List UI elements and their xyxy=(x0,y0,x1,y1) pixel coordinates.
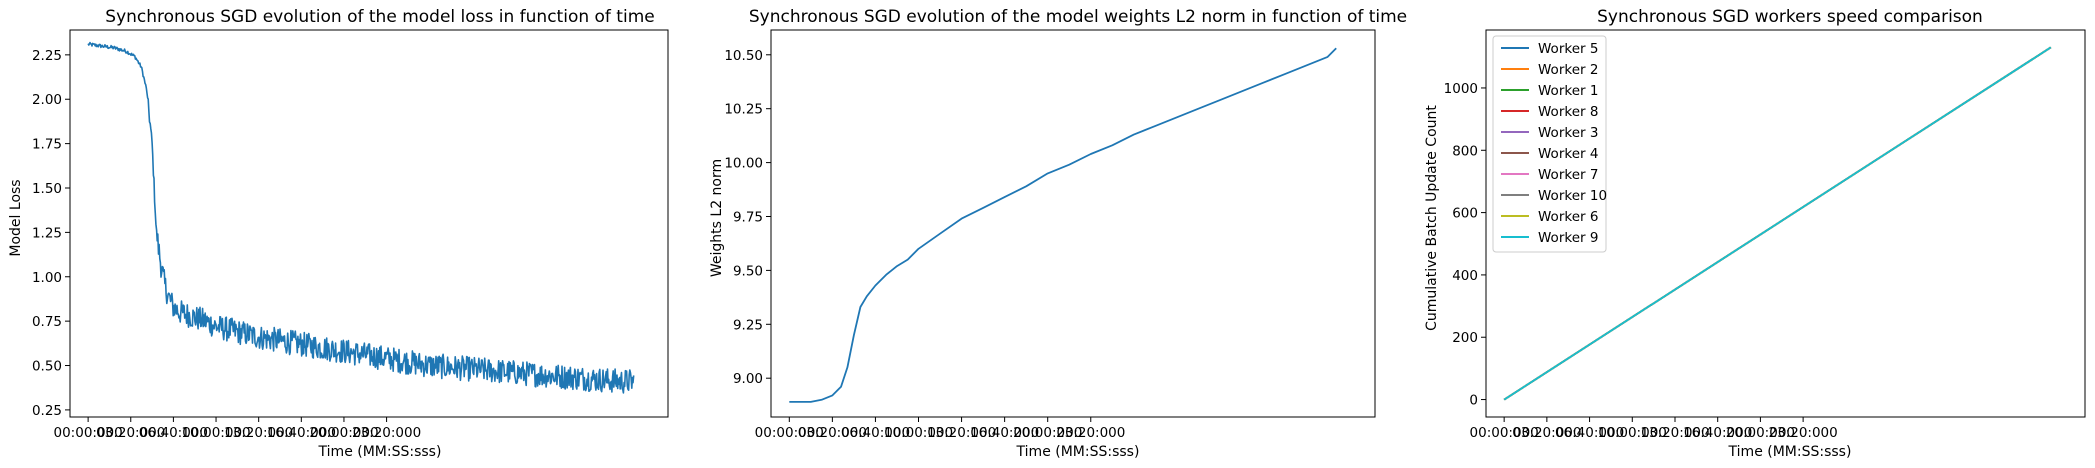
legend-label: Worker 9 xyxy=(1538,230,1598,246)
y-tick-label: 2.00 xyxy=(32,92,62,108)
series-line xyxy=(87,41,635,394)
y-tick-label: 9.75 xyxy=(733,209,763,225)
y-axis-label: Weights L2 norm xyxy=(709,159,725,277)
y-axis-label: Model Loss xyxy=(8,179,24,256)
x-tick-label: 10:00:000 xyxy=(181,425,250,441)
y-tick-label: 0 xyxy=(1469,393,1478,409)
x-tick-label: 10:00:000 xyxy=(884,425,953,441)
series-line xyxy=(1503,46,2052,401)
plot-area: 00:00:00003:20:00006:40:00010:00:00013:2… xyxy=(32,29,669,441)
x-axis-label: Time (MM:SS:sss) xyxy=(318,444,442,460)
x-tick-label: 16:40:000 xyxy=(970,425,1039,441)
x-tick-label: 00:00:000 xyxy=(54,425,123,441)
y-tick-label: 1.00 xyxy=(32,270,62,286)
y-tick-label: 800 xyxy=(1452,143,1478,159)
legend-label: Worker 5 xyxy=(1538,41,1598,57)
series-line xyxy=(789,47,1337,403)
x-tick-label: 20:00:000 xyxy=(1013,425,1082,441)
y-axis-label: Cumulative Batch Update Count xyxy=(1424,105,1440,331)
y-tick-label: 2.25 xyxy=(32,48,62,64)
axes-frame xyxy=(69,29,669,418)
y-tick-label: 1000 xyxy=(1444,81,1478,97)
x-axis-label: Time (MM:SS:sss) xyxy=(1016,444,1140,460)
y-tick-label: 1.75 xyxy=(32,137,62,153)
y-tick-label: 0.75 xyxy=(32,314,62,330)
workers-speed-chart: Synchronous SGD workers speed comparison… xyxy=(1424,7,2086,460)
plot-area: 00:00:00003:20:00006:40:00010:00:00013:2… xyxy=(724,29,1376,441)
x-tick-label: 06:40:000 xyxy=(841,425,910,441)
axes-frame xyxy=(1485,29,2086,418)
x-tick-label: 00:00:000 xyxy=(1470,425,1539,441)
y-tick-label: 1.50 xyxy=(32,181,62,197)
y-tick-label: 9.50 xyxy=(733,263,763,279)
legend-label: Worker 1 xyxy=(1538,83,1598,99)
x-tick-label: 06:40:000 xyxy=(139,425,208,441)
x-tick-label: 03:20:000 xyxy=(798,425,867,441)
y-tick-label: 10.00 xyxy=(724,156,763,172)
y-tick-label: 10.50 xyxy=(724,48,763,64)
y-tick-label: 9.00 xyxy=(733,371,763,387)
x-tick-label: 20:00:000 xyxy=(309,425,378,441)
y-tick-label: 200 xyxy=(1452,330,1478,346)
legend-label: Worker 2 xyxy=(1538,62,1598,78)
x-tick-label: 13:20:000 xyxy=(1640,425,1709,441)
y-tick-label: 0.25 xyxy=(32,403,62,419)
axes-frame xyxy=(770,29,1376,418)
legend-label: Worker 8 xyxy=(1538,104,1598,120)
y-tick-label: 0.50 xyxy=(32,359,62,375)
x-axis-label: Time (MM:SS:sss) xyxy=(1728,444,1852,460)
weights-norm-chart: Synchronous SGD evolution of the model w… xyxy=(709,7,1407,460)
x-tick-label: 03:20:000 xyxy=(96,425,165,441)
legend-label: Worker 6 xyxy=(1538,209,1598,225)
x-tick-label: 16:40:000 xyxy=(267,425,336,441)
x-tick-label: 23:20:000 xyxy=(352,425,421,441)
x-tick-label: 13:20:000 xyxy=(927,425,996,441)
chart-title: Synchronous SGD workers speed comparison xyxy=(1597,7,1983,27)
x-tick-label: 00:00:000 xyxy=(755,425,824,441)
x-tick-label: 03:20:000 xyxy=(1512,425,1581,441)
y-tick-label: 400 xyxy=(1452,268,1478,284)
legend-label: Worker 10 xyxy=(1538,188,1607,204)
legend-label: Worker 7 xyxy=(1538,167,1598,183)
x-tick-label: 06:40:000 xyxy=(1555,425,1624,441)
chart-title: Synchronous SGD evolution of the model l… xyxy=(105,7,654,27)
x-tick-label: 23:20:000 xyxy=(1056,425,1125,441)
y-tick-label: 1.25 xyxy=(32,225,62,241)
legend-label: Worker 4 xyxy=(1538,146,1598,162)
plot-area: 00:00:00003:20:00006:40:00010:00:00013:2… xyxy=(1444,29,2086,441)
y-tick-label: 600 xyxy=(1452,206,1478,222)
y-tick-label: 9.25 xyxy=(733,317,763,333)
legend-label: Worker 3 xyxy=(1538,125,1598,141)
x-tick-label: 20:00:000 xyxy=(1726,425,1795,441)
y-tick-label: 10.25 xyxy=(724,102,763,118)
x-tick-label: 23:20:000 xyxy=(1769,425,1838,441)
legend: Worker 5 Worker 2 Worker 1 Worker 8 Worker 3… xyxy=(1492,35,1607,253)
chart-title: Synchronous SGD evolution of the model w… xyxy=(749,7,1407,27)
x-tick-label: 13:20:000 xyxy=(224,425,293,441)
x-tick-label: 10:00:000 xyxy=(1598,425,1667,441)
x-tick-label: 16:40:000 xyxy=(1683,425,1752,441)
loss-chart: Synchronous SGD evolution of the model l… xyxy=(8,7,669,460)
